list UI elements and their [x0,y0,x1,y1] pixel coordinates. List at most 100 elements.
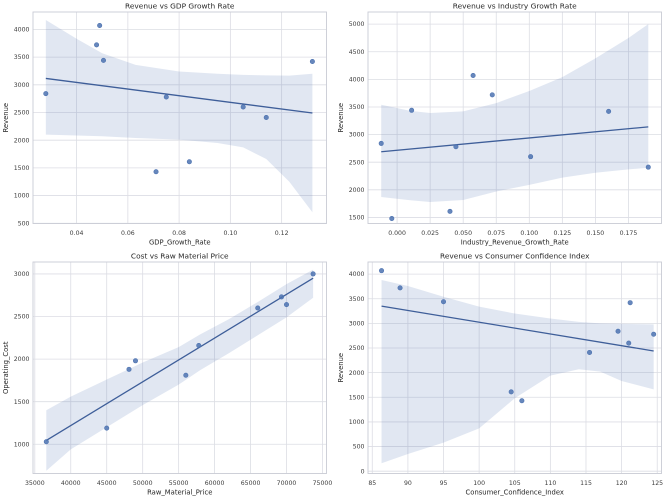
scatter-points [43,271,316,445]
data-point [126,366,132,372]
axes-border [32,261,327,474]
data-point [446,208,452,214]
data-point [452,144,458,150]
grid-lines [367,12,661,224]
x-axis-label: Raw_Material_Price [147,489,212,497]
x-tick-label: 110 [544,480,556,487]
y-tick-label: 2000 [348,370,364,377]
data-point [183,372,189,378]
y-tick-label: 4000 [348,271,364,278]
subplot-revenue-vs-gdp-growth: Revenue vs GDP Growth Rate 0.04 0.06 0.08 0.… [0,0,335,250]
trend-line [380,126,648,153]
y-tick-label: 4000 [348,76,364,83]
axes-border [32,11,327,224]
plot-area [367,12,661,224]
data-point [240,104,246,110]
trend-line [45,277,314,442]
y-tick-label: 3000 [14,82,30,89]
x-axis-label: GDP_Growth_Rate [149,239,211,247]
data-point [196,342,202,348]
data-point [186,159,192,165]
y-tick-label: 3000 [348,132,364,139]
y-tick-label: 1000 [14,193,30,200]
x-tick-label: 70000 [277,480,297,487]
data-point [388,216,394,222]
x-axis-label: Consumer_Confidence_Index [465,489,563,497]
x-tick-label: 65000 [241,480,261,487]
trend-line [45,77,313,114]
x-tick-label: 95 [439,480,447,487]
y-tick-label: 2500 [348,345,364,352]
x-tick-label: 0.025 [421,230,439,237]
x-tick-label: 0.08 [172,230,186,237]
x-axis-label: Industry_Revenue_Growth_Rate [460,239,568,247]
subplot-revenue-vs-consumer-confidence: Revenue vs Consumer Confidence Index 85 90… [335,250,669,500]
data-point [153,169,159,175]
x-tick-label: 90 [403,480,411,487]
y-tick-label: 1500 [14,399,30,406]
y-tick-label: 4500 [348,49,364,56]
y-tick-label: 3500 [14,54,30,61]
y-tick-labels: 1500 2000 2500 3000 3500 4000 4500 5000 [348,21,364,221]
chart-title: Cost vs Raw Material Price [131,252,229,261]
plot-area [33,262,327,474]
data-point [43,91,49,97]
data-point [605,108,611,114]
axes-border [367,11,662,224]
x-tick-label: 0.100 [520,230,538,237]
y-tick-label: 1000 [14,441,30,448]
data-point [586,349,592,355]
x-tick-label: 0.175 [619,230,637,237]
data-point [163,94,169,100]
y-tick-label: 2000 [14,137,30,144]
data-point [518,398,524,404]
data-point [263,114,269,120]
x-tick-label: 55000 [169,480,189,487]
data-point [43,439,49,445]
x-tick-label: 0.10 [223,230,237,237]
y-tick-label: 3000 [14,271,30,278]
x-tick-label: 85 [368,480,376,487]
data-point [132,358,138,364]
chart-svg: Cost vs Raw Material Price 35000 40000 4500… [2,252,332,497]
x-tick-label: 0.050 [454,230,472,237]
x-tick-labels: 0.04 0.06 0.08 0.10 0.12 [70,230,289,237]
x-tick-label: 105 [508,480,520,487]
y-tick-label: 2500 [14,110,30,117]
y-tick-label: 3000 [348,320,364,327]
subplot-cost-vs-raw-material-price: Cost vs Raw Material Price 35000 40000 4500… [0,250,335,500]
y-axis-label: Revenue [2,103,10,133]
data-point [527,154,533,160]
y-tick-label: 2000 [348,187,364,194]
y-tick-labels: 500 1000 1500 2000 2500 3000 3500 4000 [14,26,30,227]
x-tick-label: 0.150 [586,230,604,237]
x-tick-labels: 0.000 0.025 0.050 0.075 0.100 0.125 0.150 0.175 [388,230,637,237]
axes-border [367,261,662,474]
x-tick-label: 40000 [61,480,81,487]
data-point [625,340,631,346]
data-point [440,299,446,305]
data-point [284,302,290,308]
confidence-band [46,269,314,471]
data-point [104,425,110,431]
x-tick-label: 0.06 [121,230,135,237]
x-tick-label: 50000 [133,480,153,487]
x-tick-label: 60000 [205,480,225,487]
x-tick-label: 0.075 [487,230,505,237]
chart-svg: Revenue vs Consumer Confidence Index 85 90… [337,252,663,497]
y-tick-label: 2500 [348,159,364,166]
grid-lines [367,262,661,474]
y-tick-label: 1500 [348,394,364,401]
x-tick-label: 0.000 [388,230,406,237]
confidence-band [45,19,313,213]
trend-line [380,305,654,352]
data-point [97,23,103,29]
y-tick-label: 1000 [348,419,364,426]
y-tick-label: 2500 [14,314,30,321]
y-tick-label: 4000 [14,26,30,33]
x-tick-label: 35000 [25,480,45,487]
x-tick-label: 120 [615,480,627,487]
subplot-revenue-vs-industry-growth: Revenue vs Industry Growth Rate 0.000 0.02… [335,0,669,250]
confidence-band [381,280,654,464]
